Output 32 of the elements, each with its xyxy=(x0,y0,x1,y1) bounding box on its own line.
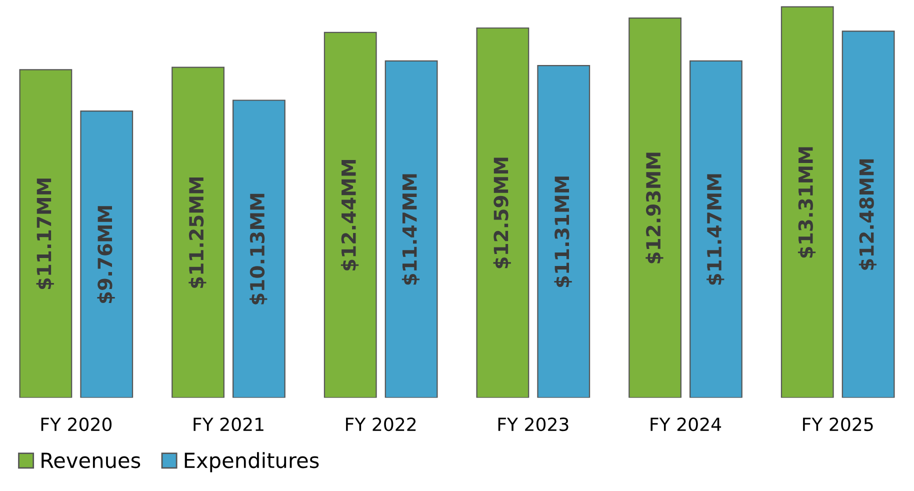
data-label: $12.93MM xyxy=(646,152,664,264)
x-tick-label: FY 2021 xyxy=(194,417,264,432)
x-tick-label: FY 2022 xyxy=(346,417,416,432)
bar xyxy=(232,100,286,398)
bar xyxy=(537,65,590,398)
data-label: $10.13MM xyxy=(250,194,268,304)
data-label: $11.31MM xyxy=(554,176,572,287)
bar xyxy=(780,6,834,398)
data-label: $12.59MM xyxy=(493,158,511,268)
data-label: $9.76MM xyxy=(97,206,115,303)
bar xyxy=(842,30,895,398)
bar xyxy=(628,17,682,398)
bar xyxy=(690,60,742,398)
legend-label: Expenditures xyxy=(184,452,319,472)
bar xyxy=(324,32,377,398)
bar xyxy=(476,27,530,398)
legend-label: Revenues xyxy=(42,452,140,468)
bar xyxy=(80,110,134,398)
data-label: $11.17MM xyxy=(36,178,54,290)
bar xyxy=(19,69,72,398)
data-label: $11.25MM xyxy=(188,177,206,288)
data-label: $13.31MM xyxy=(798,147,816,258)
data-label: $11.47MM xyxy=(402,174,420,285)
data-label: $12.48MM xyxy=(858,159,877,270)
bar xyxy=(172,66,224,398)
x-tick-label: FY 2023 xyxy=(498,417,568,432)
x-tick-label: FY 2024 xyxy=(650,417,722,432)
bar xyxy=(384,60,438,398)
data-label: $11.47MM xyxy=(706,174,724,285)
x-tick-label: FY 2025 xyxy=(803,417,873,432)
data-label: $12.44MM xyxy=(340,160,359,270)
x-tick-label: FY 2020 xyxy=(41,417,112,432)
